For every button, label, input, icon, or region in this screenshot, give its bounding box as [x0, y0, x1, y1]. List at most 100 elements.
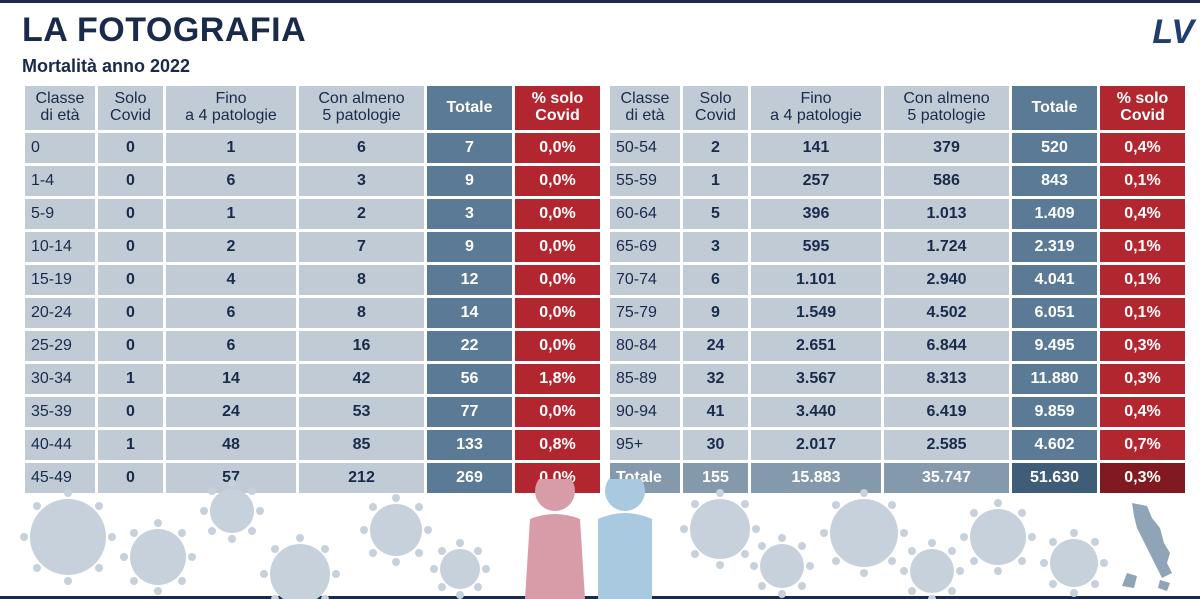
cell-solo: 155 [683, 463, 748, 493]
cell-totale: 4.602 [1012, 430, 1097, 460]
cell-fino: 15.883 [751, 463, 881, 493]
table-row: 90-94 41 3.440 6.419 9.859 0,4% [610, 397, 1185, 427]
cell-totale: 9.859 [1012, 397, 1097, 427]
cell-fino: 1 [166, 199, 296, 229]
cell-solo: 0 [98, 463, 163, 493]
cell-solo: 32 [683, 364, 748, 394]
cell-fino: 3.440 [751, 397, 881, 427]
cell-almeno: 3 [299, 166, 424, 196]
cell-totale: 4.041 [1012, 265, 1097, 295]
cell-solo: 0 [98, 166, 163, 196]
cell-solo: 1 [98, 430, 163, 460]
cell-solo: 5 [683, 199, 748, 229]
cell-almeno: 4.502 [884, 298, 1009, 328]
cell-totale: 2.319 [1012, 232, 1097, 262]
cell-pct: 0,0% [515, 298, 600, 328]
cell-age: 50-54 [610, 133, 680, 163]
cell-solo: 1 [683, 166, 748, 196]
table-row: 30-34 1 14 42 56 1,8% [25, 364, 600, 394]
cell-almeno: 16 [299, 331, 424, 361]
cell-pct: 0,3% [1100, 364, 1185, 394]
cell-solo: 41 [683, 397, 748, 427]
mortality-table-right: Classedi età SoloCovid Finoa 4 patologie… [607, 83, 1188, 496]
cell-almeno: 212 [299, 463, 424, 493]
cell-solo: 0 [98, 265, 163, 295]
cell-pct: 0,0% [515, 331, 600, 361]
cell-pct: 0,8% [515, 430, 600, 460]
cell-age: 85-89 [610, 364, 680, 394]
cell-almeno: 2 [299, 199, 424, 229]
cell-solo: 0 [98, 298, 163, 328]
cell-age: 30-34 [25, 364, 95, 394]
cell-pct: 0,1% [1100, 232, 1185, 262]
cell-age: 25-29 [25, 331, 95, 361]
cell-pct: 0,1% [1100, 265, 1185, 295]
cell-age: 15-19 [25, 265, 95, 295]
cell-age: 10-14 [25, 232, 95, 262]
cell-fino: 257 [751, 166, 881, 196]
table-row: 0 0 1 6 7 0,0% [25, 133, 600, 163]
cell-totale: 133 [427, 430, 512, 460]
cell-fino: 1.101 [751, 265, 881, 295]
cell-totale: 12 [427, 265, 512, 295]
cell-totale: 7 [427, 133, 512, 163]
cell-totale: 14 [427, 298, 512, 328]
subtitle: Mortalità anno 2022 [22, 56, 1178, 77]
cell-totale: 9 [427, 166, 512, 196]
table-row: 80-84 24 2.651 6.844 9.495 0,3% [610, 331, 1185, 361]
cell-almeno: 8 [299, 298, 424, 328]
cell-solo: 3 [683, 232, 748, 262]
cell-totale: 9 [427, 232, 512, 262]
cell-age: 20-24 [25, 298, 95, 328]
cell-totale: 22 [427, 331, 512, 361]
cell-fino: 24 [166, 397, 296, 427]
cell-totale: 56 [427, 364, 512, 394]
col-totale: Totale [427, 86, 512, 130]
cell-solo: 24 [683, 331, 748, 361]
cell-almeno: 6.844 [884, 331, 1009, 361]
cell-fino: 57 [166, 463, 296, 493]
cell-almeno: 379 [884, 133, 1009, 163]
cell-age: 95+ [610, 430, 680, 460]
cell-fino: 2 [166, 232, 296, 262]
cell-almeno: 586 [884, 166, 1009, 196]
cell-almeno: 8 [299, 265, 424, 295]
cell-almeno: 1.013 [884, 199, 1009, 229]
cell-age: 0 [25, 133, 95, 163]
cell-totale: 6.051 [1012, 298, 1097, 328]
cell-almeno: 42 [299, 364, 424, 394]
cell-solo: 6 [683, 265, 748, 295]
cell-fino: 14 [166, 364, 296, 394]
cell-pct: 0,0% [515, 463, 600, 493]
cell-solo: 0 [98, 331, 163, 361]
col-totale: Totale [1012, 86, 1097, 130]
table-row: 20-24 0 6 8 14 0,0% [25, 298, 600, 328]
table-row: 10-14 0 2 7 9 0,0% [25, 232, 600, 262]
cell-solo: 0 [98, 397, 163, 427]
cell-fino: 2.017 [751, 430, 881, 460]
cell-almeno: 2.940 [884, 265, 1009, 295]
cell-age: 75-79 [610, 298, 680, 328]
cell-age: 35-39 [25, 397, 95, 427]
tables-wrapper: Classedi età SoloCovid Finoa 4 patologie… [22, 83, 1178, 496]
table-row: 75-79 9 1.549 4.502 6.051 0,1% [610, 298, 1185, 328]
table-row: 45-49 0 57 212 269 0,0% [25, 463, 600, 493]
cell-fino: 1.549 [751, 298, 881, 328]
cell-pct: 0,0% [515, 397, 600, 427]
table-row: 50-54 2 141 379 520 0,4% [610, 133, 1185, 163]
col-pct: % soloCovid [1100, 86, 1185, 130]
cell-solo: 30 [683, 430, 748, 460]
cell-pct: 0,1% [1100, 166, 1185, 196]
col-pct: % soloCovid [515, 86, 600, 130]
table-row: 60-64 5 396 1.013 1.409 0,4% [610, 199, 1185, 229]
cell-almeno: 6 [299, 133, 424, 163]
cell-totale: 1.409 [1012, 199, 1097, 229]
cell-fino: 48 [166, 430, 296, 460]
logo: LV [1152, 13, 1194, 52]
cell-pct: 0,7% [1100, 430, 1185, 460]
cell-pct: 0,3% [1100, 331, 1185, 361]
cell-almeno: 7 [299, 232, 424, 262]
cell-fino: 595 [751, 232, 881, 262]
cell-pct: 0,4% [1100, 133, 1185, 163]
table-row: 35-39 0 24 53 77 0,0% [25, 397, 600, 427]
